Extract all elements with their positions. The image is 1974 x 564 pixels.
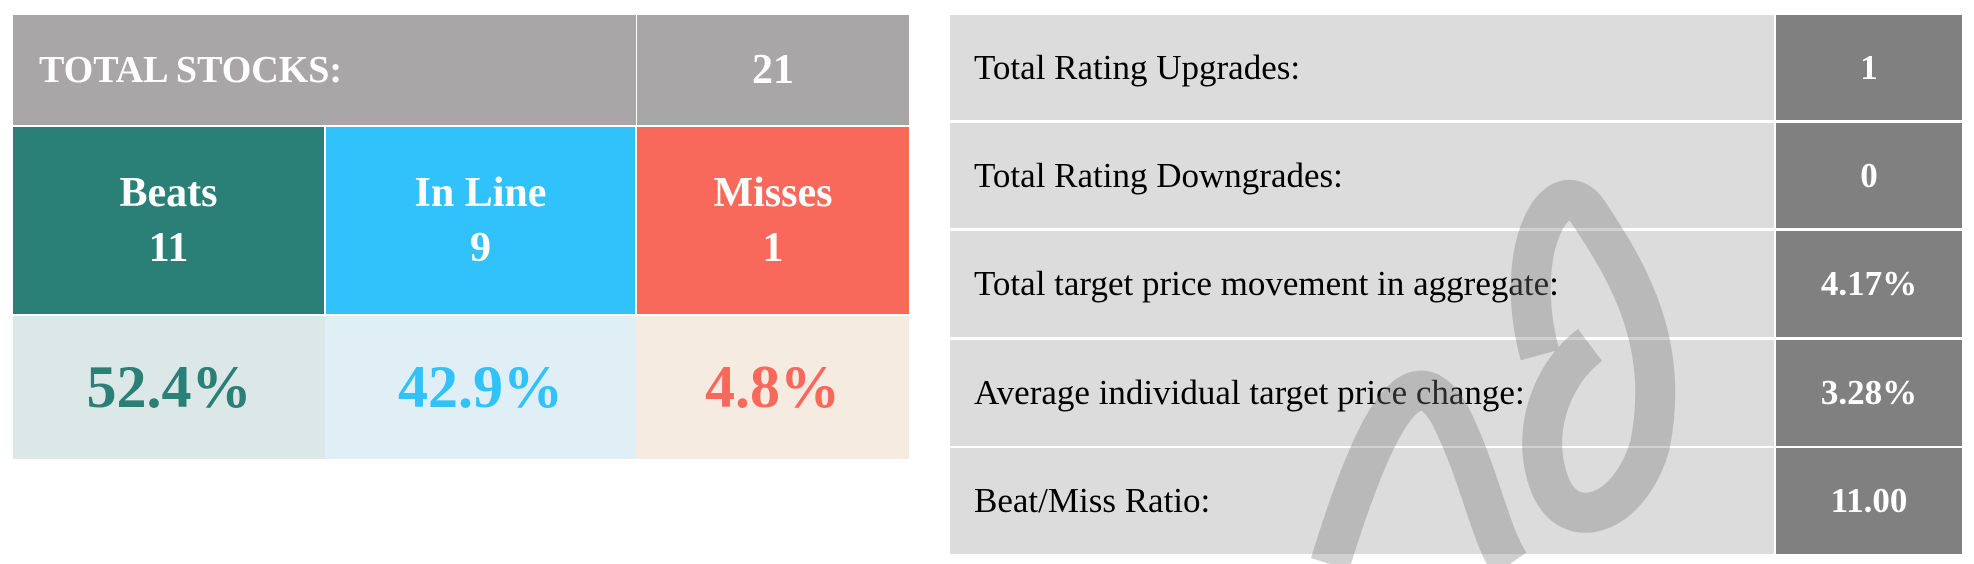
beats-label: Beats [119, 169, 218, 216]
total-stocks-label: TOTAL STOCKS: [13, 15, 636, 125]
metric-value-average-change: 3.28% [1776, 340, 1962, 446]
total-stocks-value: 21 [637, 15, 909, 125]
metric-label-average-change: Average individual target price change: [950, 340, 1774, 446]
metric-label-upgrades: Total Rating Upgrades: [950, 15, 1774, 120]
metric-value-upgrades: 1 [1776, 15, 1962, 120]
beats-count: 11 [148, 224, 189, 271]
misses-cell: Misses 1 [637, 127, 909, 314]
in-line-percent: 42.9% [325, 316, 636, 459]
metric-value-beat-miss-ratio: 11.00 [1776, 448, 1962, 554]
misses-percent: 4.8% [636, 316, 909, 459]
metric-label-beat-miss-ratio: Beat/Miss Ratio: [950, 448, 1774, 554]
metric-value-downgrades: 0 [1776, 123, 1962, 228]
metric-label-aggregate-movement: Total target price movement in aggregate… [950, 231, 1774, 337]
metric-label-downgrades: Total Rating Downgrades: [950, 123, 1774, 228]
misses-count: 1 [762, 224, 784, 271]
beats-cell: Beats 11 [13, 127, 324, 314]
beats-percent: 52.4% [13, 316, 325, 459]
misses-label: Misses [713, 169, 833, 216]
metric-value-aggregate-movement: 4.17% [1776, 231, 1962, 337]
in-line-count: 9 [470, 224, 491, 271]
in-line-cell: In Line 9 [326, 127, 635, 314]
in-line-label: In Line [414, 169, 547, 216]
